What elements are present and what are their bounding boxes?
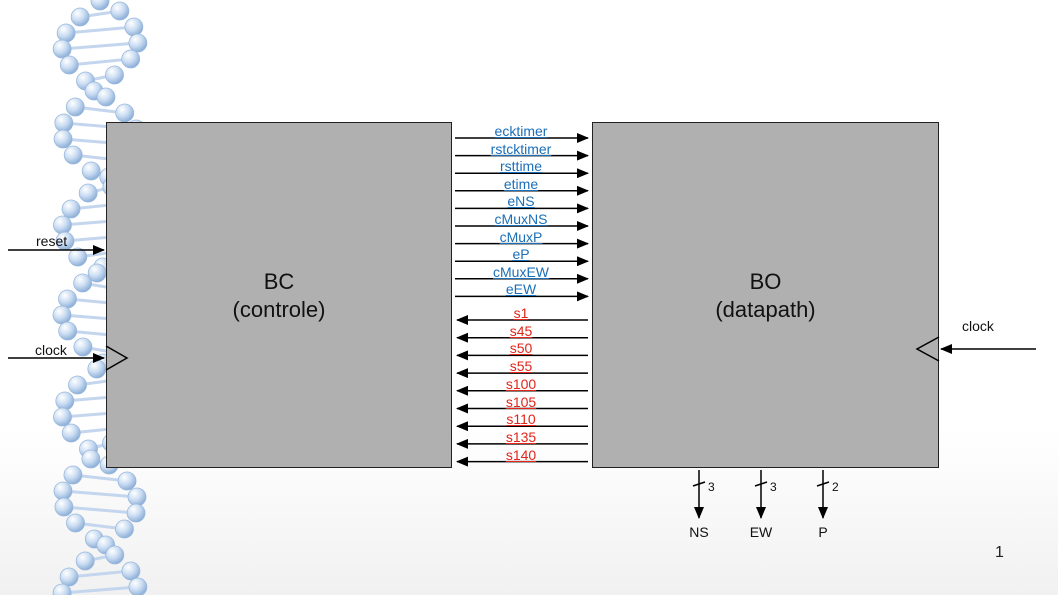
dna-ball xyxy=(127,487,147,507)
dna-ball xyxy=(105,545,125,565)
dna-ball xyxy=(65,97,85,117)
dna-ball xyxy=(68,247,88,267)
dna-ball xyxy=(61,199,81,219)
reset-label: reset xyxy=(36,233,68,249)
out-signal-label: cMuxNS xyxy=(494,211,548,227)
dna-ball xyxy=(70,7,90,27)
in-signal-label: s50 xyxy=(509,340,533,357)
in-signal-label: s1 xyxy=(513,305,529,321)
signal-wires xyxy=(8,133,1036,519)
in-signal-label: s110 xyxy=(506,411,536,428)
dna-ball xyxy=(81,161,101,181)
dna-ball xyxy=(115,519,134,539)
output-name: P xyxy=(818,524,828,540)
in-signal-label: s55 xyxy=(509,358,533,375)
in-signal-label: s105 xyxy=(505,393,537,410)
dna-rung xyxy=(68,569,132,579)
bo-datapath-block: BO (datapath) xyxy=(592,122,939,468)
dna-ball xyxy=(128,577,148,595)
dna-rung xyxy=(63,505,137,515)
out-signal-label: rsttime xyxy=(500,158,542,175)
dna-ball xyxy=(96,87,116,107)
bus-width-tick xyxy=(692,481,706,487)
out-signal-label: eEW xyxy=(505,281,537,298)
dna-ball xyxy=(124,17,144,37)
dna-ball xyxy=(75,551,95,571)
dna-ball xyxy=(54,113,74,133)
dna-ball xyxy=(117,471,137,491)
out-signal-label: cMuxP xyxy=(499,228,543,245)
dna-ball xyxy=(87,359,107,379)
out-signal-label: rstcktimer xyxy=(490,140,552,157)
dna-rung xyxy=(69,57,131,67)
dna-ball xyxy=(53,481,73,501)
dna-ball xyxy=(63,465,83,485)
bo-title: BO (datapath) xyxy=(593,268,938,324)
bo-name: BO xyxy=(749,269,782,294)
dna-ball xyxy=(73,273,93,293)
dna-ball xyxy=(105,65,124,85)
dna-ball xyxy=(53,407,72,427)
dna-ball xyxy=(115,103,135,123)
dna-ball xyxy=(81,449,101,469)
bus-width-tick xyxy=(754,481,768,487)
dna-ball xyxy=(59,567,79,587)
out-signal-label: eP xyxy=(512,246,530,263)
out-signal-label: eNS xyxy=(507,193,535,210)
out-signal-label: cMuxEW xyxy=(493,263,549,280)
out-signal-label: ecktimer xyxy=(494,123,548,139)
dna-ball xyxy=(55,391,75,411)
bus-width-label: 3 xyxy=(708,480,715,494)
dna-ball xyxy=(61,423,81,443)
bus-width-label: 3 xyxy=(770,480,777,494)
dna-ball xyxy=(126,503,146,523)
bo-clock-label: clock xyxy=(962,318,994,334)
bc-name: BC xyxy=(263,269,295,294)
in-signal-label: s45 xyxy=(509,322,533,339)
dna-ball xyxy=(59,55,79,75)
dna-ball xyxy=(56,23,76,43)
in-signal-label: s140 xyxy=(505,446,537,463)
output-name: EW xyxy=(749,524,773,540)
dna-ball xyxy=(110,1,130,21)
dna-rung xyxy=(62,41,138,51)
in-signal-label: s135 xyxy=(505,428,537,445)
bus-width-label: 2 xyxy=(832,480,839,494)
dna-ball xyxy=(54,497,74,517)
bo-subtitle: (datapath) xyxy=(715,297,816,322)
dna-rung xyxy=(62,489,138,499)
dna-ball xyxy=(53,129,73,149)
dna-ball xyxy=(53,215,72,235)
dna-ball xyxy=(68,375,87,395)
out-signal-label: etime xyxy=(503,175,539,192)
dna-rung xyxy=(66,25,134,35)
dna-ball xyxy=(66,513,85,533)
bc-subtitle: (controle) xyxy=(232,297,326,322)
dna-ball xyxy=(121,561,141,581)
dna-rung xyxy=(61,585,139,595)
bc-title: BC (controle) xyxy=(107,268,451,324)
in-signal-label: s100 xyxy=(505,375,537,392)
output-name: NS xyxy=(689,524,709,540)
dna-ball xyxy=(52,39,72,59)
dna-ball xyxy=(58,321,78,341)
dna-ball xyxy=(58,289,77,309)
dna-ball xyxy=(121,49,141,69)
page-number: 1 xyxy=(995,544,1004,561)
dna-ball xyxy=(52,305,72,325)
dna-ball xyxy=(73,337,93,357)
bus-width-tick xyxy=(816,481,830,487)
bc-clock-label: clock xyxy=(35,342,67,358)
bc-control-block: BC (controle) xyxy=(106,122,452,468)
dna-ball xyxy=(90,0,110,11)
dna-ball xyxy=(128,33,148,53)
dna-ball xyxy=(63,145,83,165)
dna-ball xyxy=(78,183,98,203)
dna-ball xyxy=(52,583,72,595)
